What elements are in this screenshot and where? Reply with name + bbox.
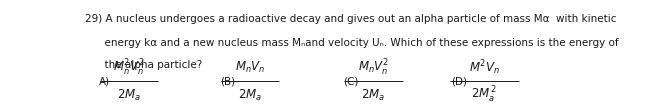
Text: $2M_a$: $2M_a$ <box>238 87 262 102</box>
Text: $M_n^2 V_n^2$: $M_n^2 V_n^2$ <box>113 57 145 77</box>
Text: $M^2 V_n$: $M^2 V_n$ <box>469 58 500 76</box>
Text: $2M_a$: $2M_a$ <box>117 87 141 102</box>
Text: energy kα and a new nucleus mass Mₙand velocity Uₙ. Which of these expressions i: energy kα and a new nucleus mass Mₙand v… <box>85 38 619 47</box>
Text: (D): (D) <box>452 76 467 86</box>
Text: $M_n V_n^2$: $M_n V_n^2$ <box>358 57 389 77</box>
Text: (C): (C) <box>343 76 359 86</box>
Text: 29) A nucleus undergoes a radioactive decay and gives out an alpha particle of m: 29) A nucleus undergoes a radioactive de… <box>85 14 617 24</box>
Text: A): A) <box>99 76 110 86</box>
Text: the alpha particle?: the alpha particle? <box>85 59 203 69</box>
Text: (B): (B) <box>220 76 235 86</box>
Text: $2M_a$: $2M_a$ <box>361 87 385 102</box>
Text: $M_n V_n$: $M_n V_n$ <box>235 59 265 74</box>
Text: $2M_a^{\,2}$: $2M_a^{\,2}$ <box>471 85 497 104</box>
